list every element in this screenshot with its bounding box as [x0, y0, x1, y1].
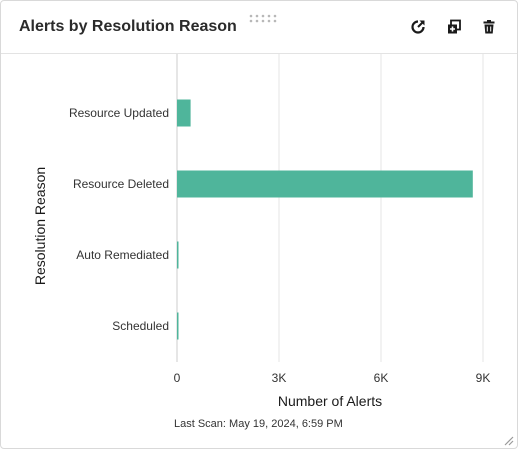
widget-header: Alerts by Resolution Reason [1, 1, 517, 54]
y-axis-title: Resolution Reason [32, 167, 48, 285]
refresh-chart-icon[interactable] [409, 18, 427, 36]
x-tick-label: 0 [174, 371, 181, 385]
bars [177, 99, 473, 340]
category-labels: Resource Updated Resource Deleted Auto Rem… [69, 106, 169, 333]
drag-handle-icon[interactable] [248, 11, 278, 23]
trash-icon[interactable] [480, 18, 498, 36]
x-axis-title: Number of Alerts [278, 393, 382, 409]
widget-title: Alerts by Resolution Reason [19, 18, 237, 35]
x-tick-labels: 0 3K 6K 9K [174, 371, 491, 385]
chart-area: Resource Updated Resource Deleted Auto Rem… [1, 54, 517, 448]
duplicate-icon[interactable] [445, 18, 463, 36]
bar-chart: Resource Updated Resource Deleted Auto Rem… [32, 54, 491, 409]
category-label: Scheduled [112, 319, 169, 333]
grid-lines [176, 54, 484, 362]
x-tick-label: 9K [476, 371, 491, 385]
last-scan-text: Last Scan: May 19, 2024, 6:59 PM [174, 418, 343, 430]
bar[interactable] [177, 241, 179, 269]
bar[interactable] [177, 99, 191, 127]
last-scan-value: May 19, 2024, 6:59 PM [229, 418, 343, 430]
x-tick-label: 3K [272, 371, 287, 385]
bar[interactable] [177, 170, 473, 198]
x-tick-label: 6K [374, 371, 389, 385]
last-scan-label: Last Scan: [174, 418, 226, 430]
resize-handle-icon[interactable] [502, 433, 514, 446]
bar[interactable] [177, 312, 179, 340]
category-label: Resource Updated [69, 106, 169, 120]
category-label: Auto Remediated [76, 248, 169, 262]
category-label: Resource Deleted [73, 177, 169, 191]
